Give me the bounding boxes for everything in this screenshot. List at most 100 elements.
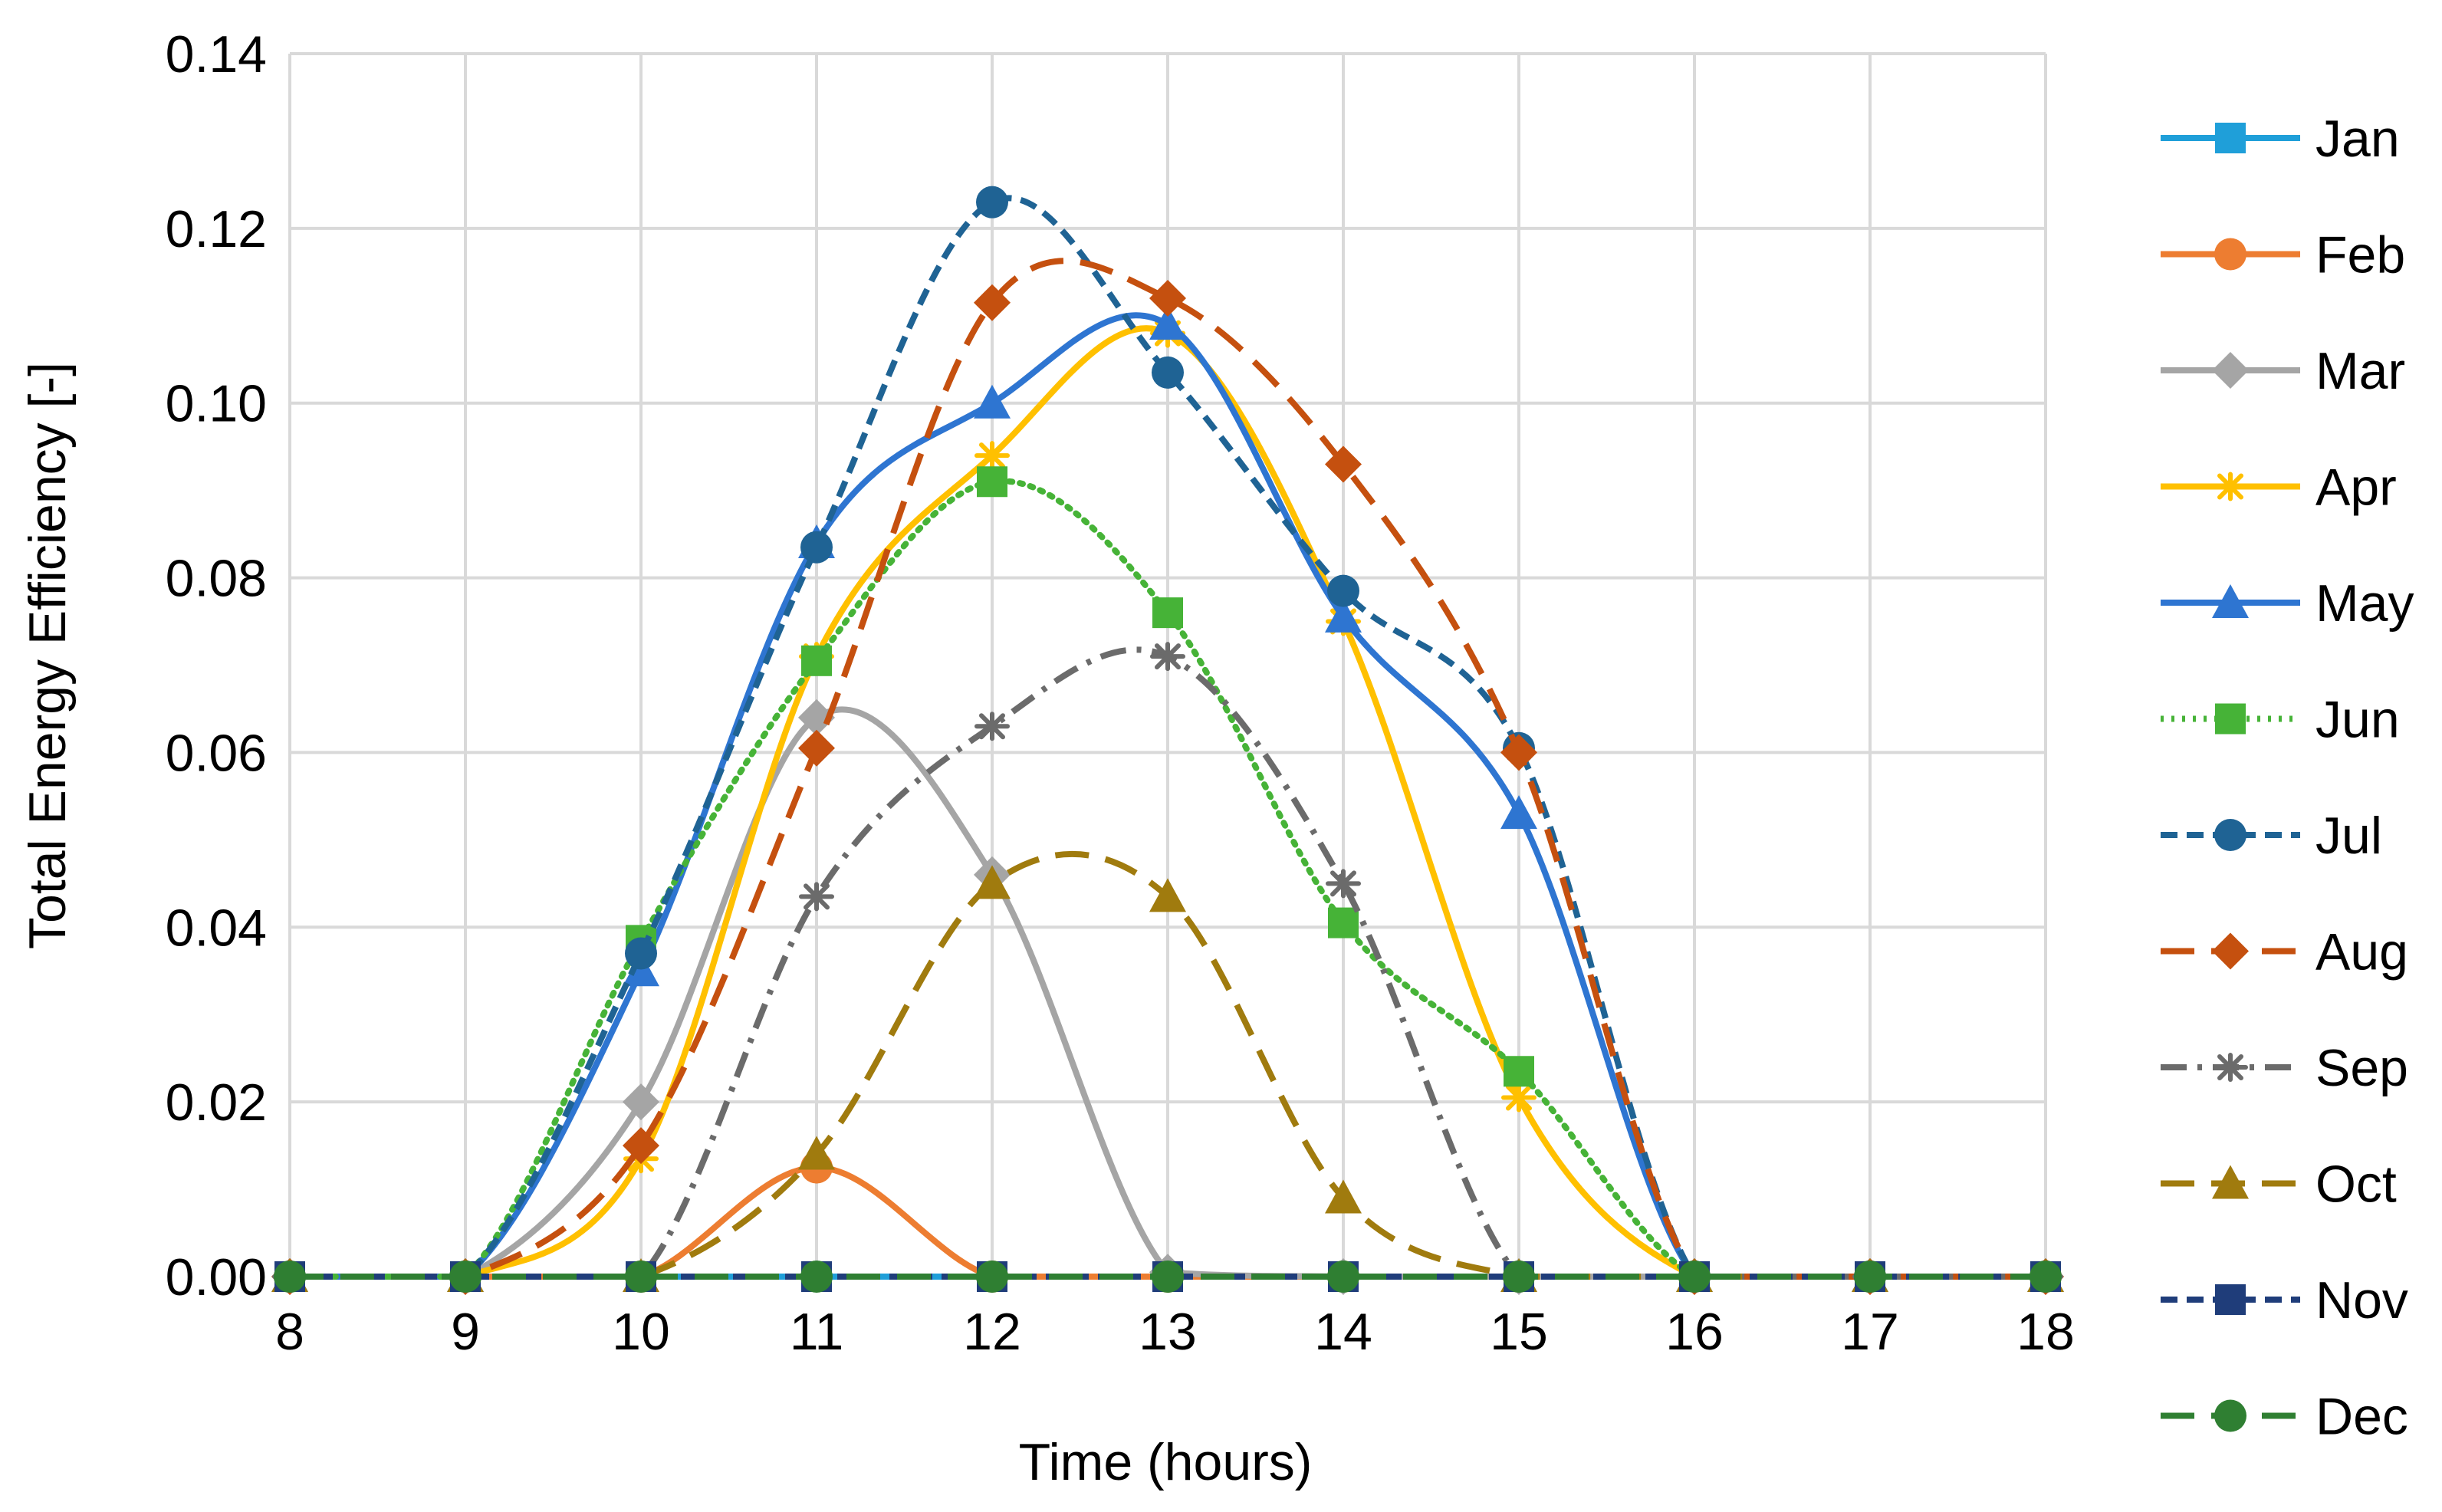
y-tick-label: 0.06 bbox=[166, 724, 267, 782]
data-point bbox=[800, 1261, 833, 1293]
legend-marker bbox=[2212, 352, 2249, 389]
data-point bbox=[1326, 869, 1361, 899]
legend-marker bbox=[2215, 1284, 2246, 1315]
data-point bbox=[974, 712, 1010, 741]
data-point bbox=[1678, 1261, 1711, 1293]
data-point bbox=[1149, 280, 1186, 317]
legend-item-jun: Jun bbox=[2161, 691, 2400, 749]
y-tick-label: 0.14 bbox=[166, 25, 267, 84]
legend-item-dec: Dec bbox=[2161, 1388, 2408, 1446]
legend-label: Aug bbox=[2315, 923, 2408, 981]
data-point bbox=[801, 645, 832, 676]
data-point bbox=[2030, 1261, 2062, 1293]
x-tick-label: 14 bbox=[1314, 1303, 1372, 1361]
data-point bbox=[1150, 642, 1185, 672]
legend-item-oct: Oct bbox=[2161, 1155, 2397, 1214]
legend-label: Apr bbox=[2315, 459, 2397, 517]
data-point bbox=[1152, 356, 1184, 389]
legend-label: Mar bbox=[2315, 342, 2405, 400]
legend-item-mar: Mar bbox=[2161, 342, 2405, 400]
y-tick-label: 0.02 bbox=[166, 1073, 267, 1132]
legend-marker bbox=[2214, 1399, 2246, 1432]
legend-marker bbox=[2213, 1053, 2248, 1082]
legend-item-sep: Sep bbox=[2161, 1039, 2408, 1097]
x-axis-title: Time (hours) bbox=[1019, 1433, 1313, 1491]
series-line-jul bbox=[290, 195, 2046, 1280]
data-point bbox=[1500, 795, 1537, 830]
legend-marker bbox=[2215, 123, 2246, 153]
y-axis-title: Total Energy Efficiency [-] bbox=[18, 362, 77, 949]
data-point bbox=[800, 531, 833, 564]
data-point bbox=[1501, 1083, 1537, 1113]
legend-marker bbox=[2215, 703, 2246, 735]
series-lines bbox=[271, 186, 2064, 1295]
legend-label: Jun bbox=[2315, 691, 2400, 749]
data-point bbox=[274, 1261, 306, 1293]
legend-item-jan: Jan bbox=[2161, 110, 2400, 168]
data-point bbox=[974, 284, 1011, 321]
legend-marker bbox=[2212, 1165, 2249, 1199]
legend-item-nov: Nov bbox=[2161, 1271, 2408, 1330]
data-point bbox=[1500, 734, 1537, 771]
legend-label: Nov bbox=[2315, 1271, 2408, 1330]
data-point bbox=[1149, 306, 1186, 340]
legend: Jan Feb Mar Apr May Jun Jul Aug Sep Oct Nov Dec bbox=[2161, 110, 2414, 1446]
legend-label: Jan bbox=[2315, 110, 2400, 168]
y-tick-label: 0.08 bbox=[166, 550, 267, 608]
legend-marker bbox=[2212, 584, 2249, 618]
legend-marker bbox=[2213, 472, 2248, 501]
data-point bbox=[798, 729, 835, 767]
legend-item-jul: Jul bbox=[2161, 807, 2382, 865]
legend-marker bbox=[2212, 932, 2249, 970]
legend-item-feb: Feb bbox=[2161, 226, 2405, 284]
data-point bbox=[1328, 907, 1359, 938]
data-point bbox=[1152, 597, 1183, 629]
x-tick-label: 11 bbox=[790, 1303, 844, 1361]
data-point bbox=[1854, 1261, 1886, 1293]
x-tick-label: 16 bbox=[1665, 1303, 1724, 1361]
data-point bbox=[1325, 445, 1362, 483]
data-point bbox=[623, 1083, 659, 1121]
data-point bbox=[976, 1261, 1008, 1293]
legend-marker bbox=[2214, 819, 2246, 851]
data-point bbox=[623, 1127, 659, 1165]
legend-label: May bbox=[2315, 574, 2414, 633]
data-point bbox=[625, 937, 657, 970]
x-tick-label: 12 bbox=[963, 1303, 1021, 1361]
data-point bbox=[625, 1261, 657, 1293]
y-tick-label: 0.10 bbox=[166, 375, 267, 433]
legend-label: Oct bbox=[2315, 1155, 2397, 1214]
data-point bbox=[1325, 1179, 1362, 1214]
x-tick-label: 17 bbox=[1841, 1303, 1899, 1361]
x-tick-label: 10 bbox=[612, 1303, 670, 1361]
data-point bbox=[1504, 1056, 1534, 1087]
data-point bbox=[1152, 1261, 1184, 1293]
legend-item-apr: Apr bbox=[2161, 459, 2397, 517]
legend-item-may: May bbox=[2161, 574, 2414, 633]
data-point bbox=[799, 882, 834, 912]
y-tick-label: 0.00 bbox=[166, 1248, 267, 1307]
data-point bbox=[449, 1261, 481, 1293]
series-dec bbox=[274, 1261, 2062, 1293]
x-tick-label: 9 bbox=[451, 1303, 480, 1361]
data-point bbox=[977, 466, 1007, 498]
data-point bbox=[1327, 574, 1359, 607]
data-point bbox=[1325, 598, 1362, 633]
data-point bbox=[974, 441, 1010, 471]
data-point bbox=[798, 698, 835, 736]
legend-item-aug: Aug bbox=[2161, 923, 2408, 981]
legend-label: Jul bbox=[2315, 807, 2382, 865]
data-point bbox=[1149, 878, 1186, 912]
legend-label: Sep bbox=[2315, 1039, 2408, 1097]
x-tick-label: 18 bbox=[2016, 1303, 2075, 1361]
legend-label: Dec bbox=[2315, 1388, 2408, 1446]
data-point bbox=[798, 1136, 835, 1170]
data-point bbox=[1327, 1261, 1359, 1293]
x-tick-label: 8 bbox=[275, 1303, 304, 1361]
data-point bbox=[976, 186, 1008, 219]
data-point bbox=[974, 865, 1011, 899]
x-tick-label: 15 bbox=[1490, 1303, 1548, 1361]
x-tick-label: 13 bbox=[1139, 1303, 1197, 1361]
